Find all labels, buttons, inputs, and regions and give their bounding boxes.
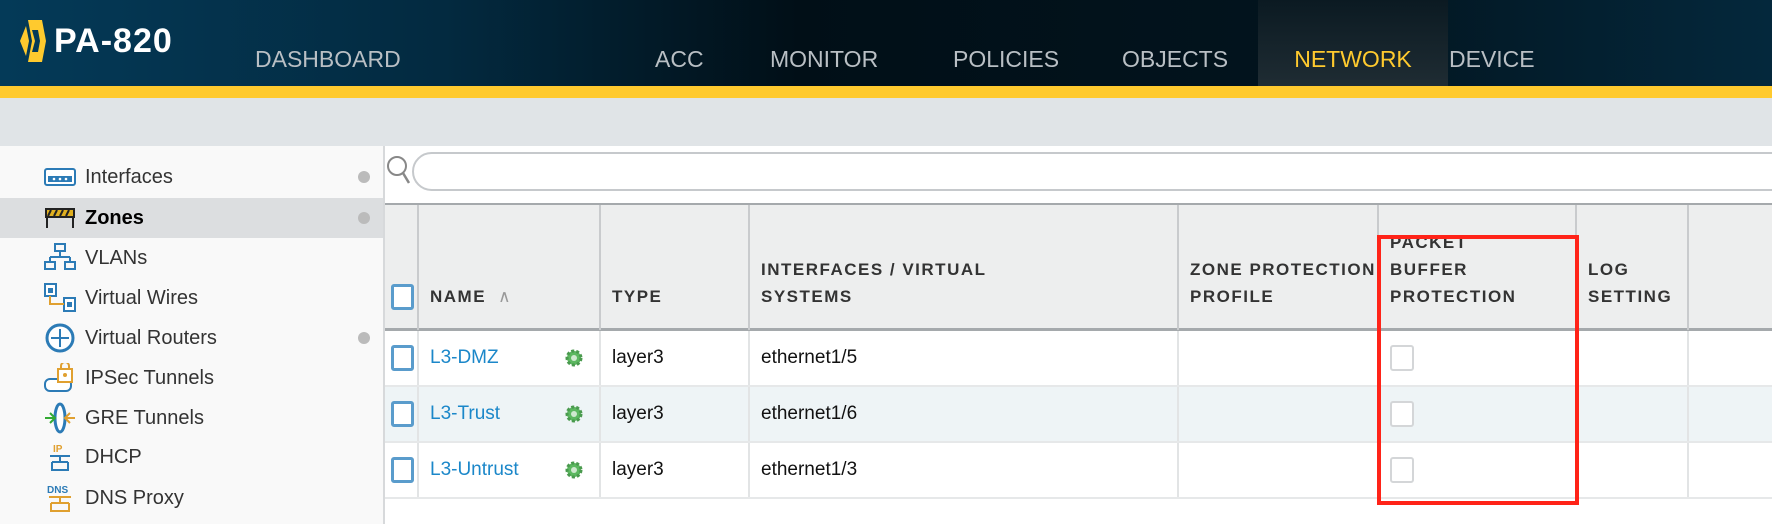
dns-proxy-icon: DNS — [44, 484, 76, 512]
zone-interfaces: ethernet1/6 — [748, 387, 1177, 441]
row-checkbox[interactable] — [391, 401, 414, 427]
status-dot — [358, 171, 370, 183]
tab-acc[interactable]: ACC — [655, 46, 704, 72]
sidebar-item-label: Zones — [85, 206, 144, 229]
sidebar-item-label: DHCP — [85, 445, 142, 468]
sidebar-item-dhcp[interactable]: IP DHCP — [0, 437, 383, 477]
select-all-checkbox[interactable] — [391, 284, 414, 310]
vlans-icon — [44, 243, 76, 272]
sidebar-item-label: VLANs — [85, 246, 148, 269]
zone-type: layer3 — [599, 443, 748, 497]
interfaces-icon — [44, 163, 76, 191]
sidebar-item-virtual-routers[interactable]: Virtual Routers — [0, 318, 383, 358]
sidebar: Interfaces Zones VLANs Virtual Wires Vir… — [0, 146, 385, 524]
column-name[interactable]: NAME ∧ — [417, 205, 599, 330]
column-interfaces[interactable]: INTERFACES / VIRTUAL SYSTEMS — [748, 205, 1177, 330]
zone-protection-profile — [1177, 331, 1377, 385]
column-more — [1687, 205, 1772, 330]
sort-ascending-icon: ∧ — [498, 287, 513, 306]
zone-name-link[interactable]: L3-DMZ — [430, 347, 499, 368]
zone-interfaces: ethernet1/5 — [748, 331, 1177, 385]
gear-icon — [565, 349, 583, 367]
virtual-wires-icon — [44, 283, 76, 312]
packet-buffer-checkbox[interactable] — [1390, 345, 1414, 371]
column-type[interactable]: TYPE — [599, 205, 748, 330]
zone-type: layer3 — [599, 331, 748, 385]
gear-icon — [565, 405, 583, 423]
gre-tunnels-icon — [44, 402, 76, 434]
tab-monitor[interactable]: MONITOR — [770, 46, 879, 72]
search-icon — [387, 156, 410, 184]
tab-objects[interactable]: OBJECTS — [1122, 46, 1229, 72]
sidebar-item-label: Interfaces — [85, 165, 173, 188]
sidebar-item-dns-proxy[interactable]: DNS DNS Proxy — [0, 478, 383, 518]
search-input[interactable] — [412, 152, 1772, 191]
row-checkbox[interactable] — [391, 457, 414, 483]
ipsec-tunnels-icon — [44, 363, 76, 392]
sidebar-item-ipsec-tunnels[interactable]: IPSec Tunnels — [0, 358, 383, 398]
sidebar-item-label: GRE Tunnels — [85, 406, 204, 429]
highlight-box — [1377, 235, 1579, 505]
zones-icon — [44, 204, 76, 232]
tab-device[interactable]: DEVICE — [1449, 46, 1535, 72]
row-checkbox[interactable] — [391, 345, 414, 371]
column-log-setting[interactable]: LOG SETTING — [1575, 205, 1687, 330]
log-setting — [1575, 331, 1687, 385]
column-zone-protection-profile[interactable]: ZONE PROTECTION PROFILE — [1177, 205, 1377, 330]
status-dot — [358, 332, 370, 344]
zone-name-link[interactable]: L3-Untrust — [430, 459, 519, 480]
tab-policies[interactable]: POLICIES — [953, 46, 1060, 72]
top-header: PA-820 DASHBOARD ACC MONITOR POLICIES OB… — [0, 0, 1772, 86]
sidebar-item-zones[interactable]: Zones — [0, 198, 383, 238]
sidebar-item-label: Virtual Wires — [85, 286, 198, 309]
svg-text:DNS: DNS — [47, 485, 68, 496]
logo: PA-820 — [20, 18, 173, 64]
tab-network[interactable]: NETWORK — [1258, 0, 1448, 86]
status-dot — [358, 212, 370, 224]
tab-dashboard[interactable]: DASHBOARD — [255, 46, 401, 72]
sidebar-item-label: Virtual Routers — [85, 326, 217, 349]
sidebar-item-label: DNS Proxy — [85, 486, 184, 509]
packet-buffer-checkbox[interactable] — [1390, 457, 1414, 483]
packet-buffer-checkbox[interactable] — [1390, 401, 1414, 427]
log-setting — [1575, 443, 1687, 497]
log-setting — [1575, 387, 1687, 441]
sidebar-item-virtual-wires[interactable]: Virtual Wires — [0, 278, 383, 318]
device-name: PA-820 — [54, 21, 173, 60]
sidebar-item-gre-tunnels[interactable]: GRE Tunnels — [0, 398, 383, 438]
svg-text:IP: IP — [53, 444, 63, 455]
gear-icon — [565, 461, 583, 479]
sidebar-item-vlans[interactable]: VLANs — [0, 238, 383, 278]
zone-protection-profile — [1177, 443, 1377, 497]
zone-interfaces: ethernet1/3 — [748, 443, 1177, 497]
zone-protection-profile — [1177, 387, 1377, 441]
sidebar-item-interfaces[interactable]: Interfaces — [0, 157, 383, 197]
table-row[interactable]: L3-DMZ layer3 ethernet1/5 — [385, 331, 1772, 387]
sidebar-item-label: IPSec Tunnels — [85, 366, 214, 389]
toolbar-band — [0, 98, 1772, 146]
zone-type: layer3 — [599, 387, 748, 441]
virtual-routers-icon — [44, 323, 76, 353]
paloalto-logo-icon — [20, 20, 46, 62]
zone-name-link[interactable]: L3-Trust — [430, 403, 501, 424]
accent-bar — [0, 86, 1772, 98]
dhcp-icon: IP — [44, 443, 76, 471]
